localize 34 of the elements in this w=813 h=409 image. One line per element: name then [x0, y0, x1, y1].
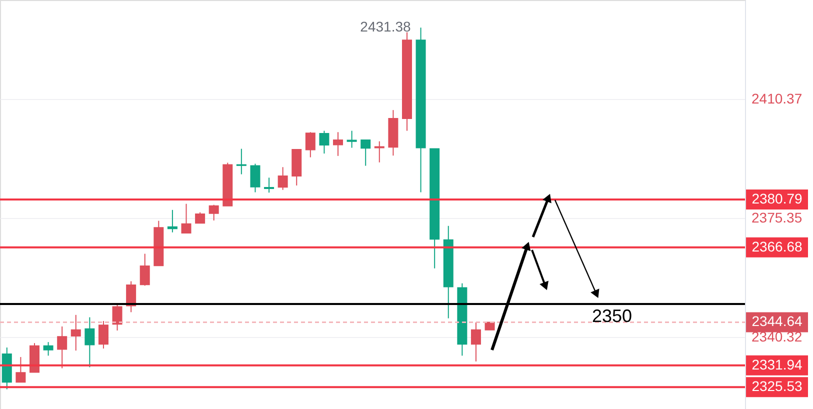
candlestick [236, 148, 246, 175]
candlestick [346, 130, 357, 148]
ref-line-label: 2366.68 [752, 238, 803, 254]
annotation: 2431.38 [360, 18, 411, 35]
candlestick [195, 212, 206, 224]
candlestick [43, 342, 54, 356]
y-tick-label: 2340.32 [752, 328, 802, 344]
candlestick [305, 132, 316, 158]
candlestick [16, 356, 26, 383]
candlestick [84, 316, 95, 368]
candlestick [70, 314, 81, 352]
candlestick [112, 304, 122, 332]
candlestick [278, 166, 288, 190]
candlestick [264, 177, 274, 194]
ref-line-label: 2344.64 [752, 313, 803, 330]
ref-line-label: 2331.94 [752, 356, 803, 372]
annotation: 2350 [592, 306, 632, 326]
candlestick [98, 320, 108, 350]
y-tick-label: 2375.35 [752, 209, 802, 226]
candlestick [374, 140, 384, 163]
candlestick [319, 130, 330, 154]
y-tick-label: 2410.37 [752, 90, 802, 106]
candlestick [181, 203, 192, 234]
candlestick [140, 253, 150, 286]
candlestick [126, 280, 136, 313]
candlestick [208, 204, 219, 221]
candlestick [57, 326, 68, 369]
candlestick [470, 322, 481, 362]
candlestick [250, 163, 260, 193]
ref-line-label: 2380.79 [752, 190, 803, 206]
candlestick [360, 139, 371, 166]
candlestick [167, 209, 178, 233]
candlestick [333, 132, 344, 156]
ref-line-label: 2325.53 [752, 378, 803, 394]
